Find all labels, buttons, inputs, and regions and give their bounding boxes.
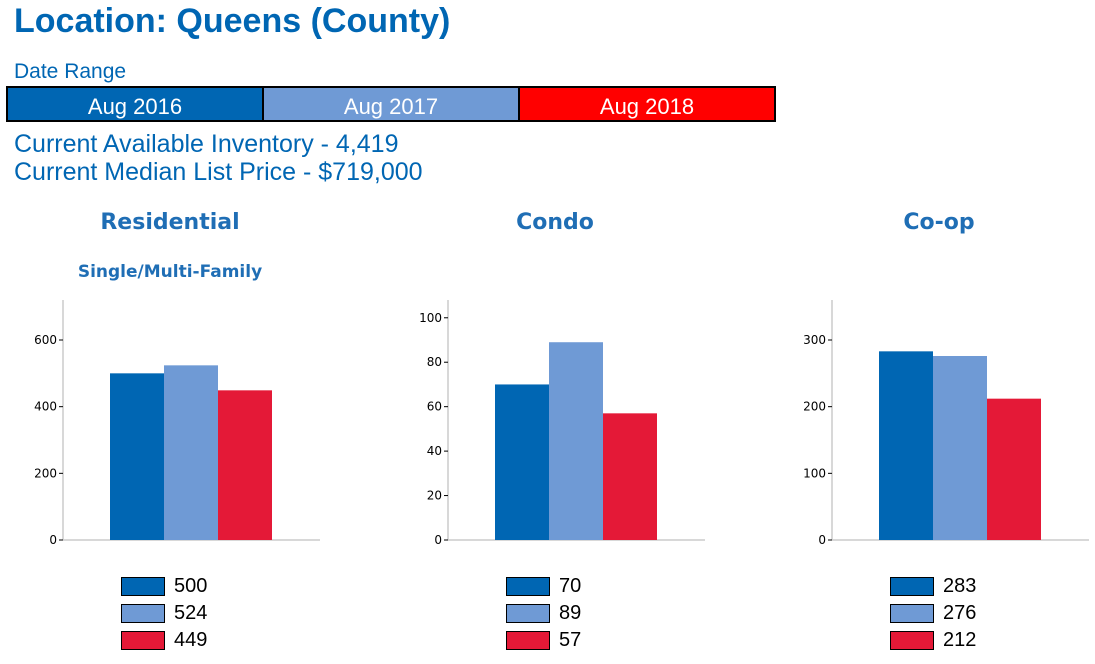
bar-aug-2016 <box>110 373 164 540</box>
legend-item: 89 <box>506 601 582 624</box>
legend-value: 276 <box>943 601 977 624</box>
y-tick-label: 200 <box>803 400 826 414</box>
y-tick-label: 0 <box>818 533 826 547</box>
bar-aug-2018 <box>603 413 657 540</box>
y-tick-label: 0 <box>49 533 57 547</box>
bar-aug-2017 <box>164 365 218 540</box>
chart-subtitle: Single/Multi-Family <box>77 262 263 282</box>
legend-value: 70 <box>559 574 582 597</box>
bar-chart: 0 20 40 60 80 100 <box>419 300 705 547</box>
date-range-period-2017: Aug 2017 <box>264 88 520 120</box>
legend-swatch <box>890 603 934 623</box>
legend-swatch <box>506 576 550 596</box>
legend-item: 212 <box>890 628 977 651</box>
legend-value: 283 <box>943 574 977 597</box>
bar-aug-2016 <box>495 384 549 540</box>
chart-title: Condo <box>516 210 594 235</box>
chart-title: Co-op <box>903 210 975 235</box>
median-price-stat: Current Median List Price - $719,000 <box>14 158 423 186</box>
legend-swatch <box>121 630 165 650</box>
bar-aug-2018 <box>218 390 272 540</box>
legend-swatch <box>506 630 550 650</box>
legend-value: 212 <box>943 628 977 651</box>
date-range-period-2018: Aug 2018 <box>520 88 774 120</box>
y-tick-label: 100 <box>419 311 442 325</box>
bar-aug-2017 <box>549 342 603 540</box>
legend-swatch <box>121 576 165 596</box>
legend-item: 57 <box>506 628 582 651</box>
bar-aug-2016 <box>879 351 933 540</box>
date-range-bar: Aug 2016 Aug 2017 Aug 2018 <box>6 86 776 122</box>
chart-panel-0: Residential Single/Multi-Family 0 200 400 600… <box>0 200 340 664</box>
page-title: Location: Queens (County) <box>14 2 451 40</box>
legend-value: 500 <box>174 574 208 597</box>
legend-swatch <box>890 630 934 650</box>
legend-item: 276 <box>890 601 977 624</box>
legend-swatch <box>121 603 165 623</box>
y-tick-label: 100 <box>803 466 826 480</box>
legend-item: 70 <box>506 574 582 597</box>
y-tick-label: 80 <box>427 355 442 369</box>
bar-aug-2018 <box>987 398 1041 540</box>
legend-value: 57 <box>559 628 582 651</box>
y-tick-label: 200 <box>34 466 57 480</box>
legend-swatch <box>506 603 550 623</box>
y-tick-label: 20 <box>427 489 442 503</box>
y-tick-label: 0 <box>434 533 442 547</box>
y-tick-label: 60 <box>427 400 442 414</box>
legend-item: 524 <box>121 601 208 624</box>
chart-panel-1: Condo 0 20 40 60 80 100 70 89 57 <box>385 200 725 664</box>
bar-aug-2017 <box>933 356 987 540</box>
y-tick-label: 400 <box>34 400 57 414</box>
y-tick-label: 300 <box>803 333 826 347</box>
bar-chart: 0 200 400 600 <box>34 300 320 547</box>
legend-item: 500 <box>121 574 208 597</box>
date-range-period-2016: Aug 2016 <box>8 88 264 120</box>
legend-value: 524 <box>174 601 208 624</box>
inventory-stat: Current Available Inventory - 4,419 <box>14 130 399 158</box>
legend-value: 89 <box>559 601 582 624</box>
chart-panel-2: Co-op 0 100 200 300 283 276 212 <box>769 200 1095 664</box>
legend-swatch <box>890 576 934 596</box>
bar-chart: 0 100 200 300 <box>803 300 1089 547</box>
chart-title: Residential <box>100 210 240 235</box>
y-tick-label: 600 <box>34 333 57 347</box>
legend-item: 449 <box>121 628 208 651</box>
legend-item: 283 <box>890 574 977 597</box>
legend-value: 449 <box>174 628 208 651</box>
date-range-label: Date Range <box>14 60 127 83</box>
y-tick-label: 40 <box>427 444 442 458</box>
